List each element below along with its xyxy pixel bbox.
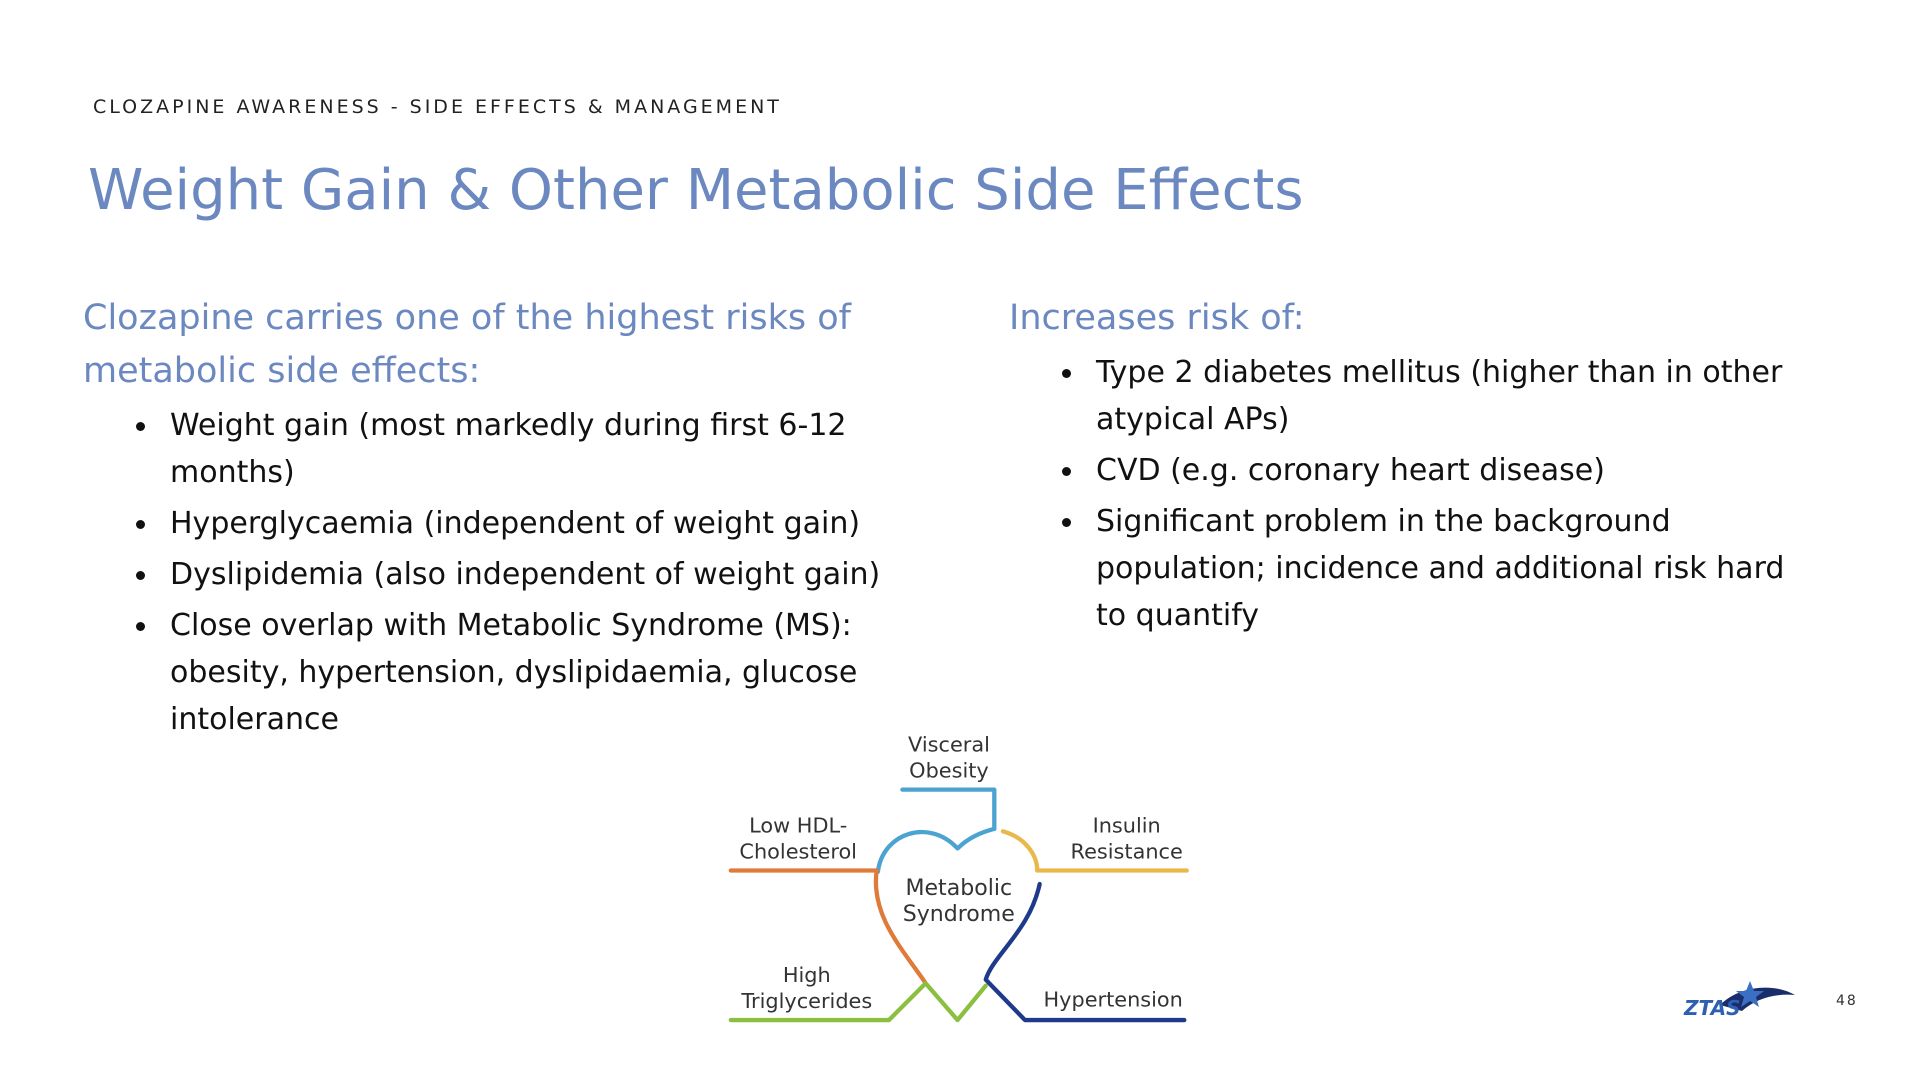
diagram-label: Triglycerides [740,989,872,1013]
bullet: Hyperglycaemia (independent of weight ga… [136,500,930,547]
left-column: Clozapine carries one of the highest ris… [83,292,923,747]
diagram-label: Metabolic [905,876,1012,901]
diagram-label: Cholesterol [739,839,857,863]
bullet: Weight gain (most markedly during first … [136,402,930,496]
bullet: CVD (e.g. coronary heart disease) [1062,447,1816,494]
bullet: Significant problem in the background po… [1062,498,1816,639]
bullet: Dyslipidemia (also independent of weight… [136,551,930,598]
diagram-label: High [783,963,831,987]
diagram-label: Visceral [908,733,990,757]
diagram-label: Syndrome [903,902,1015,927]
slide-title: Weight Gain & Other Metabolic Side Effec… [88,158,1304,223]
diagram-label: Resistance [1071,839,1183,863]
logo-text: ZTAS [1683,996,1740,1020]
page-number: 48 [1836,993,1858,1009]
heading: Clozapine carries one of the highest ris… [83,298,851,391]
diagram-label: Low HDL- [749,814,847,838]
kicker: CLOZAPINE AWARENESS - SIDE EFFECTS & MAN… [93,96,782,118]
diagram-label: Insulin [1093,814,1161,838]
heading: Increases risk of: [1009,298,1305,338]
bullet-list: Weight gain (most markedly during first … [83,402,930,743]
bullet: Close overlap with Metabolic Syndrome (M… [136,602,930,743]
bullet-list: Type 2 diabetes mellitus (higher than in… [1009,349,1816,639]
bullet: Type 2 diabetes mellitus (higher than in… [1062,349,1816,443]
diagram-label: Obesity [909,758,989,782]
diagram-label: Hypertension [1044,988,1183,1012]
logo: ZTAS [1683,981,1795,1020]
right-column: Increases risk of: Type 2 diabetes melli… [1009,292,1869,643]
